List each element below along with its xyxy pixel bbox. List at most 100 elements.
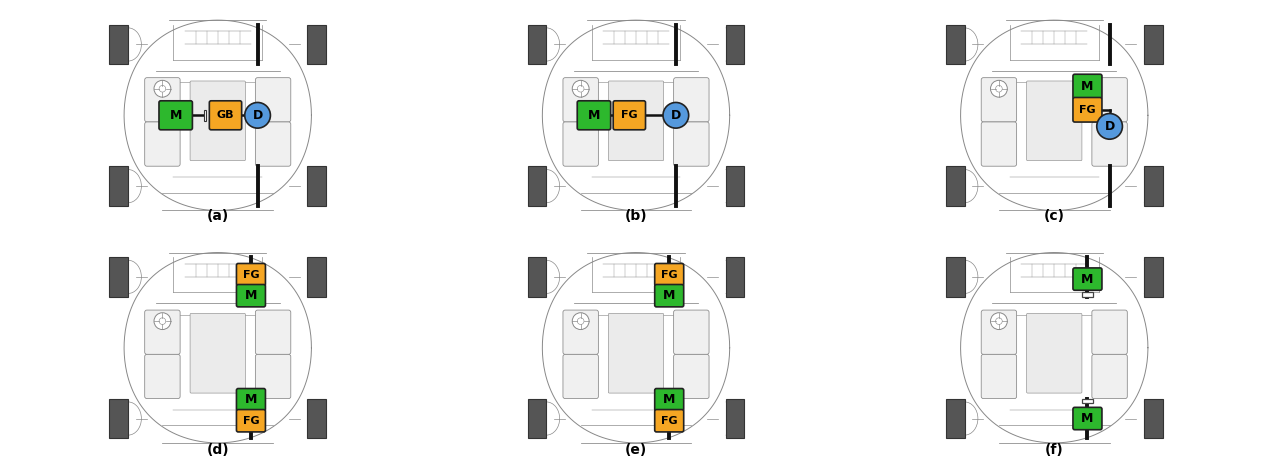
Bar: [308, 166, 326, 206]
Bar: [946, 25, 964, 64]
FancyBboxPatch shape: [981, 354, 1016, 399]
Circle shape: [996, 85, 1002, 92]
FancyBboxPatch shape: [1091, 310, 1127, 354]
Bar: [109, 166, 128, 206]
Text: M: M: [169, 109, 182, 122]
FancyBboxPatch shape: [145, 310, 181, 354]
Text: D: D: [252, 109, 263, 122]
Circle shape: [244, 102, 271, 128]
FancyBboxPatch shape: [655, 284, 683, 307]
Text: FG: FG: [621, 110, 637, 120]
Bar: [528, 25, 547, 64]
FancyBboxPatch shape: [237, 410, 266, 432]
Bar: [1144, 166, 1163, 206]
Bar: [1144, 257, 1163, 297]
Text: M: M: [244, 289, 257, 302]
Text: (f): (f): [1044, 443, 1063, 457]
Text: (e): (e): [625, 443, 647, 457]
Bar: [725, 166, 744, 206]
Circle shape: [159, 85, 165, 92]
Bar: [946, 257, 964, 297]
Bar: [109, 399, 128, 438]
FancyBboxPatch shape: [613, 101, 645, 130]
Bar: [725, 399, 744, 438]
FancyBboxPatch shape: [1074, 407, 1102, 430]
Text: FG: FG: [661, 416, 678, 426]
Bar: [946, 399, 964, 438]
FancyBboxPatch shape: [608, 81, 664, 161]
Circle shape: [154, 313, 170, 330]
FancyBboxPatch shape: [1074, 268, 1102, 290]
FancyBboxPatch shape: [256, 78, 291, 122]
Text: FG: FG: [243, 416, 259, 426]
FancyBboxPatch shape: [1074, 98, 1102, 122]
Text: M: M: [663, 393, 675, 406]
Bar: [308, 25, 326, 64]
Text: M: M: [244, 393, 257, 406]
FancyBboxPatch shape: [145, 354, 181, 399]
Text: M: M: [1081, 273, 1094, 286]
FancyBboxPatch shape: [655, 410, 683, 432]
FancyBboxPatch shape: [190, 313, 245, 393]
Text: M: M: [588, 109, 600, 122]
FancyBboxPatch shape: [563, 78, 598, 122]
FancyBboxPatch shape: [1091, 354, 1127, 399]
FancyBboxPatch shape: [237, 284, 266, 307]
FancyBboxPatch shape: [1027, 313, 1082, 393]
Bar: [946, 166, 964, 206]
Text: M: M: [1081, 80, 1094, 93]
Bar: [109, 25, 128, 64]
Circle shape: [159, 318, 165, 325]
FancyBboxPatch shape: [1091, 78, 1127, 122]
FancyBboxPatch shape: [210, 101, 242, 130]
FancyBboxPatch shape: [256, 310, 291, 354]
Text: FG: FG: [1079, 105, 1095, 115]
FancyBboxPatch shape: [655, 263, 683, 286]
Bar: [528, 399, 547, 438]
Circle shape: [577, 85, 584, 92]
Text: D: D: [670, 109, 681, 122]
FancyBboxPatch shape: [981, 122, 1016, 166]
Circle shape: [154, 80, 170, 97]
FancyBboxPatch shape: [159, 101, 192, 130]
Circle shape: [663, 102, 688, 128]
Circle shape: [991, 313, 1007, 330]
FancyBboxPatch shape: [563, 310, 598, 354]
Text: FG: FG: [243, 269, 259, 280]
Bar: [1144, 399, 1163, 438]
FancyBboxPatch shape: [981, 310, 1016, 354]
Bar: [725, 25, 744, 64]
FancyBboxPatch shape: [563, 354, 598, 399]
FancyBboxPatch shape: [674, 310, 709, 354]
Bar: [528, 257, 547, 297]
FancyBboxPatch shape: [655, 388, 683, 411]
Circle shape: [572, 313, 589, 330]
Bar: [204, 110, 206, 121]
Bar: [1082, 292, 1093, 297]
FancyBboxPatch shape: [1091, 122, 1127, 166]
Text: GB: GB: [216, 110, 234, 120]
Text: FG: FG: [661, 269, 678, 280]
Bar: [725, 257, 744, 297]
Circle shape: [991, 80, 1007, 97]
FancyBboxPatch shape: [1074, 74, 1102, 99]
FancyBboxPatch shape: [674, 122, 709, 166]
Text: (c): (c): [1044, 209, 1065, 223]
Bar: [1082, 399, 1093, 403]
FancyBboxPatch shape: [577, 101, 611, 130]
FancyBboxPatch shape: [608, 313, 664, 393]
Circle shape: [577, 318, 584, 325]
FancyBboxPatch shape: [237, 263, 266, 286]
Bar: [1144, 25, 1163, 64]
FancyBboxPatch shape: [145, 78, 181, 122]
FancyBboxPatch shape: [145, 122, 181, 166]
FancyBboxPatch shape: [237, 388, 266, 411]
Bar: [528, 166, 547, 206]
FancyBboxPatch shape: [190, 81, 245, 161]
FancyBboxPatch shape: [1027, 81, 1082, 161]
Circle shape: [996, 318, 1002, 325]
Bar: [109, 257, 128, 297]
Circle shape: [1096, 113, 1122, 139]
Text: D: D: [1104, 120, 1114, 133]
Bar: [308, 257, 326, 297]
